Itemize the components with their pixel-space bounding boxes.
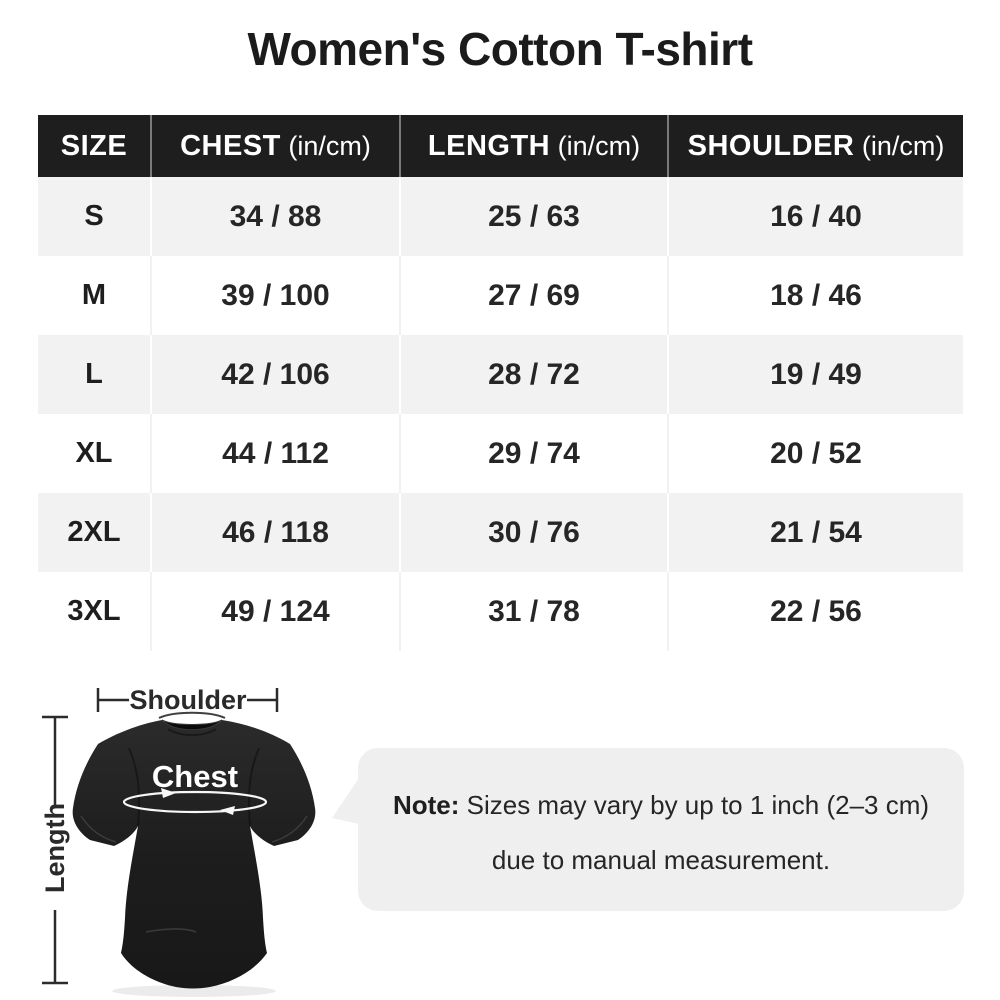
- table-row: 3XL 49 / 124 31 / 78 22 / 56: [38, 572, 963, 651]
- cell-size: M: [81, 279, 107, 311]
- header-cell-size: SIZE: [38, 115, 150, 177]
- chest-arrow-left: [220, 806, 235, 815]
- cell-size: L: [85, 358, 103, 390]
- header-label: CHEST: [180, 129, 281, 162]
- cell-chest: 42 / 106: [150, 335, 399, 414]
- table-row: XL 44 / 112 29 / 74 20 / 52: [38, 414, 963, 493]
- cell-chest: 46 / 118: [150, 493, 399, 572]
- cell-size: S: [84, 200, 104, 232]
- cell-length: 27 / 69: [399, 256, 667, 335]
- header-cell-shoulder: SHOULDER (in/cm): [667, 115, 963, 177]
- shoulder-measure-line: [96, 688, 279, 712]
- note-label: Note:: [392, 789, 460, 820]
- chest-label: Chest: [152, 759, 238, 794]
- header-cell-length: LENGTH (in/cm): [399, 115, 667, 177]
- header-label: SHOULDER: [687, 129, 855, 162]
- table-row: L 42 / 106 28 / 72 19 / 49: [38, 335, 963, 414]
- cell-shoulder: 19 / 49: [667, 335, 963, 414]
- cell-size: 3XL: [67, 595, 121, 627]
- chest-arrow-right: [161, 788, 176, 798]
- cell-length: 31 / 78: [399, 572, 667, 651]
- page-title: Women's Cotton T-shirt: [247, 23, 753, 75]
- note-line-2: due to manual measurement.: [491, 844, 831, 875]
- header-label: SIZE: [60, 129, 128, 162]
- table-row: S 34 / 88 25 / 63 16 / 40: [38, 177, 963, 256]
- cell-length: 30 / 76: [399, 493, 667, 572]
- shoulder-label: Shoulder: [129, 685, 246, 715]
- cell-shoulder: 18 / 46: [667, 256, 963, 335]
- collar: [161, 719, 223, 731]
- tshirt-graphic: Chest: [72, 711, 316, 997]
- cell-chest: 39 / 100: [150, 256, 399, 335]
- cell-shoulder: 20 / 52: [667, 414, 963, 493]
- cell-length: 28 / 72: [399, 335, 667, 414]
- size-chart-table: SIZE CHEST (in/cm) LENGTH (in/cm) SHOULD…: [38, 115, 963, 651]
- note-bubble: Note: Sizes may vary by up to 1 inch (2–…: [332, 748, 964, 911]
- header-cell-chest: CHEST (in/cm): [150, 115, 399, 177]
- length-label: Length: [40, 803, 70, 893]
- cell-length: 29 / 74: [399, 414, 667, 493]
- cell-shoulder: 21 / 54: [667, 493, 963, 572]
- cell-shoulder: 16 / 40: [667, 177, 963, 256]
- cell-chest: 49 / 124: [150, 572, 399, 651]
- table-row: M 39 / 100 27 / 69 18 / 46: [38, 256, 963, 335]
- chest-ellipse: [122, 790, 268, 814]
- note-line-1: Note: Sizes may vary by up to 1 inch (2–…: [392, 789, 930, 820]
- length-measure-line: [42, 715, 68, 985]
- table-header-row: SIZE CHEST (in/cm) LENGTH (in/cm) SHOULD…: [38, 115, 963, 177]
- cell-shoulder: 22 / 56: [667, 572, 963, 651]
- cell-size: XL: [75, 437, 113, 469]
- cell-chest: 44 / 112: [150, 414, 399, 493]
- header-label: LENGTH: [427, 129, 551, 162]
- table-row: 2XL 46 / 118 30 / 76 21 / 54: [38, 493, 963, 572]
- tshirt-measurement-diagram: Shoulder Length: [40, 685, 316, 997]
- cell-chest: 34 / 88: [150, 177, 399, 256]
- cell-length: 25 / 63: [399, 177, 667, 256]
- cell-size: 2XL: [67, 516, 121, 548]
